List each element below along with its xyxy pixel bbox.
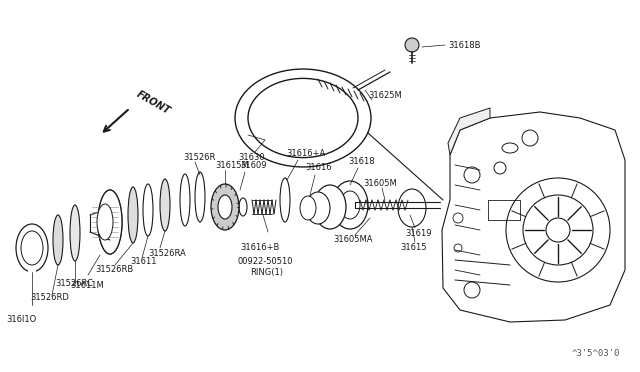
Ellipse shape (248, 78, 358, 158)
Text: ^3'5^03'0: ^3'5^03'0 (572, 349, 620, 358)
Text: 31618: 31618 (348, 157, 374, 167)
Ellipse shape (239, 198, 247, 216)
Ellipse shape (332, 181, 368, 229)
Ellipse shape (235, 69, 371, 167)
Circle shape (522, 130, 538, 146)
Ellipse shape (97, 204, 113, 240)
Ellipse shape (398, 189, 426, 227)
Ellipse shape (53, 215, 63, 265)
Text: 31616+A: 31616+A (286, 148, 325, 157)
Text: 31618B: 31618B (448, 41, 481, 49)
PathPatch shape (442, 112, 625, 322)
Ellipse shape (306, 192, 330, 224)
Text: FRONT: FRONT (135, 89, 172, 116)
Circle shape (494, 162, 506, 174)
Text: 00922-50510: 00922-50510 (237, 257, 292, 266)
Text: 31526RA: 31526RA (148, 248, 186, 257)
Circle shape (506, 178, 610, 282)
Ellipse shape (128, 187, 138, 243)
Circle shape (464, 282, 480, 298)
Ellipse shape (98, 190, 122, 254)
Text: 31605M: 31605M (363, 179, 397, 187)
Text: 31619: 31619 (405, 228, 431, 237)
Ellipse shape (218, 195, 232, 219)
Text: 31526R: 31526R (183, 153, 216, 161)
Text: 31616: 31616 (305, 164, 332, 173)
Text: 31526RC: 31526RC (55, 279, 93, 288)
Text: 31615M: 31615M (215, 160, 249, 170)
Text: 31615: 31615 (400, 243, 426, 251)
Text: 31616+B: 31616+B (240, 244, 280, 253)
Text: 31526RD: 31526RD (30, 294, 69, 302)
Circle shape (546, 218, 570, 242)
Circle shape (523, 195, 593, 265)
Ellipse shape (280, 178, 290, 222)
Text: 31625M: 31625M (368, 90, 402, 99)
Text: 31609: 31609 (240, 161, 266, 170)
Text: 31605MA: 31605MA (333, 235, 372, 244)
Ellipse shape (340, 191, 360, 219)
Ellipse shape (70, 205, 80, 261)
Ellipse shape (300, 196, 316, 220)
Circle shape (454, 244, 462, 252)
Text: 31611: 31611 (130, 257, 157, 266)
Ellipse shape (314, 185, 346, 229)
Ellipse shape (160, 179, 170, 231)
Text: 316l1O: 316l1O (6, 315, 36, 324)
Circle shape (464, 167, 480, 183)
Ellipse shape (502, 143, 518, 153)
Circle shape (453, 213, 463, 223)
Text: 31630: 31630 (238, 154, 264, 163)
Ellipse shape (211, 184, 239, 230)
Text: 31611M: 31611M (70, 280, 104, 289)
Circle shape (405, 38, 419, 52)
Text: 31526RB: 31526RB (95, 266, 133, 275)
Text: RING(1): RING(1) (250, 267, 283, 276)
Ellipse shape (98, 190, 122, 254)
PathPatch shape (448, 108, 490, 155)
